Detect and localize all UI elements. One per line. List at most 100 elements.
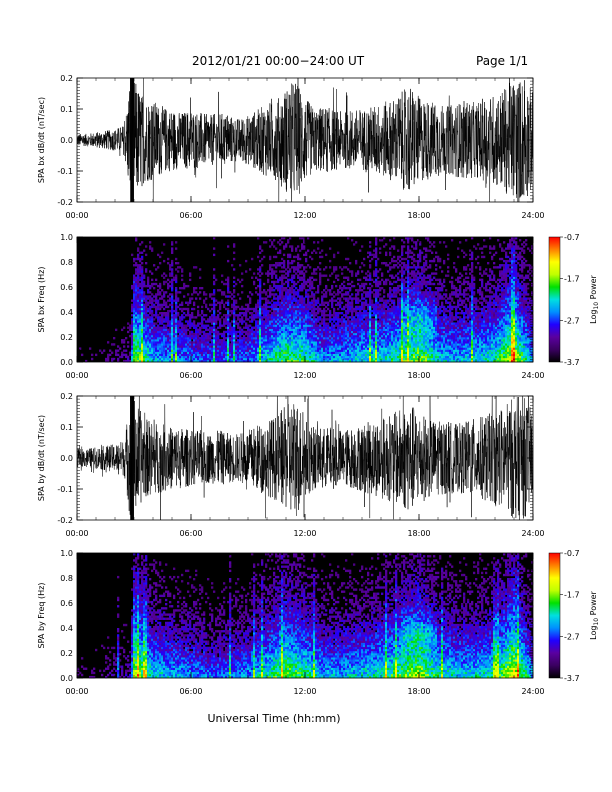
heatmap-cell xyxy=(349,326,352,329)
heatmap-cell xyxy=(385,301,388,304)
heatmap-cell xyxy=(259,334,262,338)
heatmap-cell xyxy=(147,351,150,354)
heatmap-cell xyxy=(141,305,144,309)
heatmap-cell xyxy=(385,322,388,325)
heatmap-cell xyxy=(185,307,188,311)
heatmap-cell xyxy=(293,326,296,329)
heatmap-cell xyxy=(171,305,174,309)
heatmap-cell xyxy=(269,239,272,242)
heatmap-cell xyxy=(171,295,174,298)
heatmap-cell xyxy=(293,295,296,298)
heatmap-cell xyxy=(259,295,262,298)
heatmap-cell xyxy=(131,345,134,348)
heatmap-cell xyxy=(259,347,262,350)
heatmap-cell xyxy=(155,268,158,271)
heatmap-cell xyxy=(323,307,326,311)
heatmap-cell xyxy=(261,351,264,354)
heatmap-cell xyxy=(279,293,282,296)
heatmap-cell xyxy=(403,328,406,332)
heatmap-cell xyxy=(411,307,414,311)
heatmap-cell xyxy=(291,326,294,329)
heatmap-cell xyxy=(297,295,300,298)
heatmap-cell xyxy=(319,324,322,327)
heatmap-cell xyxy=(403,312,406,315)
heatmap-cell xyxy=(209,355,212,359)
heatmap-cell xyxy=(379,339,382,342)
heatmap-cell xyxy=(201,345,204,348)
heatmap-cell xyxy=(259,245,262,248)
heatmap-cell xyxy=(381,239,384,242)
heatmap-cell xyxy=(359,345,362,348)
heatmap-cell xyxy=(297,268,300,271)
heatmap-cell xyxy=(137,334,140,338)
heatmap-cell xyxy=(401,332,404,336)
heatmap-cell xyxy=(181,309,184,313)
heatmap-cell xyxy=(275,347,278,350)
heatmap-cell xyxy=(409,280,412,284)
heatmap-cell xyxy=(357,339,360,342)
heatmap-cell xyxy=(157,293,160,296)
heatmap-cell xyxy=(297,322,300,325)
heatmap-cell xyxy=(285,324,288,327)
heatmap-cell xyxy=(191,293,194,296)
heatmap-cell xyxy=(283,314,286,317)
heatmap-cell xyxy=(283,237,286,240)
heatmap-cell xyxy=(365,272,368,275)
heatmap-cell xyxy=(273,312,276,315)
heatmap-cell xyxy=(355,353,358,357)
heatmap-cell xyxy=(135,270,138,273)
heatmap-cell xyxy=(177,266,180,269)
heatmap-cell xyxy=(173,326,176,329)
heatmap-cell xyxy=(243,355,246,359)
heatmap-cell xyxy=(351,293,354,296)
heatmap-cell xyxy=(231,332,234,336)
heatmap-cell xyxy=(291,316,294,319)
heatmap-cell xyxy=(183,330,186,334)
heatmap-cell xyxy=(333,345,336,348)
heatmap-cell xyxy=(123,326,126,329)
heatmap-cell xyxy=(397,347,400,350)
heatmap-cell xyxy=(283,332,286,336)
heatmap-cell xyxy=(333,359,336,363)
heatmap-cell xyxy=(175,295,178,298)
heatmap-cell xyxy=(363,328,366,332)
heatmap-cell xyxy=(203,345,206,348)
heatmap-cell xyxy=(261,318,264,321)
heatmap-cell xyxy=(293,299,296,302)
heatmap-cell xyxy=(403,289,406,292)
heatmap-cell xyxy=(411,280,414,284)
heatmap-cell xyxy=(359,337,362,340)
heatmap-cell xyxy=(259,280,262,284)
heatmap-cell xyxy=(277,251,280,254)
heatmap-cell xyxy=(293,266,296,269)
heatmap-cell xyxy=(409,337,412,340)
heatmap-cell xyxy=(221,359,224,363)
heatmap-cell xyxy=(169,264,172,267)
heatmap-cell xyxy=(407,355,410,359)
heatmap-cell xyxy=(157,320,160,323)
heatmap-cell xyxy=(385,309,388,313)
heatmap-cell xyxy=(189,357,192,361)
heatmap-cell xyxy=(199,287,202,290)
heatmap-cell xyxy=(369,332,372,336)
heatmap-cell xyxy=(331,349,334,352)
heatmap-cell xyxy=(309,355,312,359)
heatmap-cell xyxy=(277,295,280,298)
heatmap-cell xyxy=(205,334,208,338)
heatmap-cell xyxy=(269,337,272,340)
heatmap-cell xyxy=(179,330,182,334)
heatmap-cell xyxy=(143,274,146,277)
heatmap-cell xyxy=(405,345,408,348)
heatmap-cell xyxy=(221,345,224,348)
heatmap-cell xyxy=(391,355,394,359)
heatmap-cell xyxy=(159,312,162,315)
heatmap-cell xyxy=(235,343,238,346)
heatmap-cell xyxy=(275,314,278,317)
heatmap-cell xyxy=(171,297,174,300)
heatmap-cell xyxy=(143,309,146,313)
heatmap-cell xyxy=(131,324,134,327)
heatmap-cell xyxy=(389,299,392,302)
heatmap-cell xyxy=(381,332,384,336)
heatmap-cell xyxy=(379,322,382,325)
